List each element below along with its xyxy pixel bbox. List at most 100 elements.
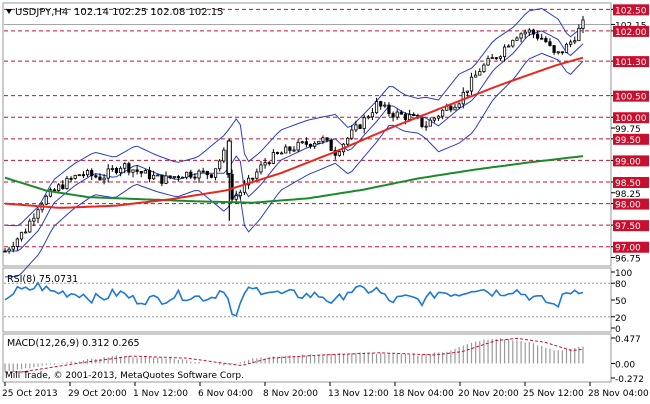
candle-body bbox=[300, 141, 304, 144]
candle-body bbox=[527, 29, 531, 33]
candle-body bbox=[412, 114, 416, 116]
candle-body bbox=[325, 137, 329, 141]
price-label: 98.50 bbox=[615, 179, 641, 189]
candle-body bbox=[57, 184, 61, 191]
time-label: 8 Nov 20:00 bbox=[263, 389, 318, 399]
price-label-box bbox=[613, 112, 649, 124]
price-label: 101.30 bbox=[615, 58, 647, 68]
rsi-level-label: 50 bbox=[615, 297, 627, 307]
candle-body bbox=[511, 39, 515, 47]
candle-body bbox=[238, 191, 242, 197]
candle-body bbox=[482, 64, 486, 72]
candle-body bbox=[52, 189, 57, 192]
candle-body bbox=[176, 176, 180, 179]
macd-level-label: -0.272 bbox=[615, 375, 644, 385]
price-label: 98.00 bbox=[615, 201, 641, 211]
candle-body bbox=[569, 41, 573, 45]
candle-body bbox=[234, 195, 238, 200]
rsi-level-label: 100 bbox=[615, 269, 632, 279]
candle-body bbox=[486, 58, 490, 66]
candle-body bbox=[478, 71, 482, 76]
price-label: 99.00 bbox=[615, 157, 641, 167]
candle-body bbox=[548, 41, 552, 46]
candle-body bbox=[457, 103, 461, 108]
time-label: 20 Nov 20:00 bbox=[458, 389, 519, 399]
candle-body bbox=[127, 163, 131, 173]
symbol-header: USDJPY,H4 bbox=[15, 7, 68, 18]
candle-body bbox=[362, 117, 366, 129]
candle-body bbox=[19, 231, 24, 240]
time-label: 28 Nov 04:00 bbox=[588, 389, 649, 399]
candle-body bbox=[370, 112, 375, 118]
rsi-line bbox=[4, 281, 584, 317]
candle-body bbox=[218, 160, 222, 170]
price-label-box bbox=[613, 241, 649, 253]
candle-body bbox=[267, 162, 271, 165]
candle-body bbox=[201, 170, 205, 173]
price-label: 102.00 bbox=[615, 28, 647, 38]
candle-body bbox=[3, 250, 7, 253]
collapse-arrow-icon[interactable] bbox=[6, 9, 12, 14]
candle-body bbox=[498, 56, 503, 59]
price-label: 100.00 bbox=[615, 114, 647, 124]
candle-body bbox=[577, 27, 581, 42]
candle-body bbox=[502, 46, 507, 58]
copyright-footer: Mill Trade, © 2001-2013, MetaQuotes Soft… bbox=[5, 371, 244, 381]
candle-body bbox=[399, 111, 403, 115]
candle-body bbox=[131, 169, 135, 173]
candle-body bbox=[284, 146, 288, 154]
candle-body bbox=[32, 217, 36, 222]
candle-body bbox=[44, 195, 48, 205]
candle-body bbox=[366, 116, 370, 119]
price-label: 96.75 bbox=[615, 255, 641, 265]
candle-body bbox=[28, 220, 32, 233]
candle-body bbox=[147, 170, 152, 180]
ohlc-header: 102.14 102.25 102.08 102.15 bbox=[74, 7, 224, 18]
candle-body bbox=[581, 19, 585, 29]
bollinger-bands bbox=[4, 7, 584, 278]
time-label: 6 Nov 04:00 bbox=[198, 389, 253, 399]
candle-body bbox=[143, 170, 147, 174]
ma-red-line bbox=[4, 56, 584, 209]
macd-level-label: 0.477 bbox=[615, 335, 641, 345]
candle-body bbox=[102, 177, 106, 181]
candle-body bbox=[354, 124, 358, 131]
candle-body bbox=[98, 176, 102, 181]
bb-middle bbox=[5, 30, 584, 252]
candle-body bbox=[540, 37, 544, 40]
candle-body bbox=[374, 101, 379, 114]
candle-body bbox=[61, 184, 65, 189]
candle-body bbox=[160, 174, 164, 184]
candle-body bbox=[7, 248, 11, 252]
rsi-level-label: 80 bbox=[615, 280, 627, 290]
candle-body bbox=[308, 143, 313, 147]
candle-body bbox=[106, 168, 110, 179]
candle-body bbox=[139, 171, 143, 174]
candle-body bbox=[441, 109, 445, 117]
time-label: 13 Nov 12:00 bbox=[328, 389, 389, 399]
candle-body bbox=[436, 115, 441, 119]
price-label-box bbox=[613, 198, 649, 210]
price-label-box bbox=[613, 25, 649, 37]
candle-body bbox=[94, 175, 98, 178]
candle-body bbox=[164, 175, 168, 184]
candle-body bbox=[114, 168, 119, 174]
candle-body bbox=[242, 184, 247, 193]
candle-spike-body bbox=[226, 140, 232, 174]
candle-body bbox=[222, 149, 226, 162]
candle-body bbox=[205, 170, 209, 176]
bb-lower bbox=[4, 52, 584, 278]
candle-body bbox=[189, 171, 193, 178]
time-label: 25 Oct 2013 bbox=[2, 389, 58, 399]
price-label: 99.50 bbox=[615, 136, 641, 146]
candle-body bbox=[85, 170, 90, 176]
candle-body bbox=[420, 117, 424, 127]
candle-body bbox=[432, 117, 436, 121]
candle-body bbox=[573, 40, 577, 43]
candle-body bbox=[246, 177, 251, 186]
price-label-box bbox=[613, 155, 649, 167]
candle-body bbox=[428, 119, 432, 127]
